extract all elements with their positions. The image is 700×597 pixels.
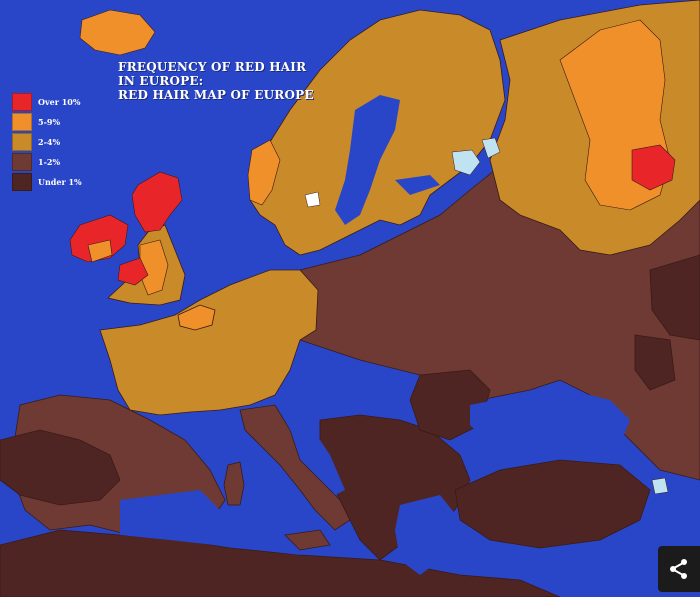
region-ireland	[69, 214, 129, 263]
region-sardinia	[223, 461, 245, 506]
region-benelux	[177, 304, 216, 331]
legend-label-under1: Under 1%	[38, 177, 82, 187]
region-russia-over10	[631, 144, 676, 191]
region-turkey	[454, 459, 651, 549]
legend-item-1to2: 1-2%	[12, 152, 82, 172]
region-norway-coast	[247, 139, 281, 206]
gulf-of-finland	[395, 175, 440, 195]
legend-swatch-1to2	[12, 153, 32, 171]
legend-label-over10: Over 10%	[38, 97, 81, 107]
map-title: FREQUENCY OF RED HAIR IN EUROPE: RED HAI…	[118, 60, 314, 102]
map-title-line3: RED HAIR MAP OF EUROPE	[118, 88, 314, 102]
region-caucasus	[634, 334, 676, 391]
region-sicily	[284, 529, 331, 551]
lake-vanern	[304, 191, 321, 208]
legend-swatch-5to9	[12, 113, 32, 131]
legend-swatch-over10	[12, 93, 32, 111]
adriatic-sea	[285, 420, 345, 495]
legend-item-5to9: 5-9%	[12, 112, 82, 132]
legend-label-1to2: 1-2%	[38, 157, 61, 167]
aegean-sea	[395, 495, 460, 575]
region-wales	[117, 257, 149, 286]
legend-swatch-under1	[12, 173, 32, 191]
legend-swatch-2to4	[12, 133, 32, 151]
map-title-line2: IN EUROPE:	[118, 74, 204, 88]
region-west-central	[99, 269, 319, 416]
legend-item-under1: Under 1%	[12, 172, 82, 192]
region-iberia-under1	[0, 429, 121, 506]
lake-ladoga	[451, 149, 481, 176]
region-north-africa	[0, 529, 561, 597]
legend-label-2to4: 2-4%	[38, 137, 61, 147]
lake-onega	[481, 137, 501, 159]
mediterranean-sea	[120, 490, 300, 555]
black-sea	[470, 390, 630, 455]
map-title-line1: FREQUENCY OF RED HAIR	[118, 60, 307, 74]
region-ireland-south	[87, 239, 113, 263]
baltic-sea	[335, 95, 400, 225]
legend-label-5to9: 5-9%	[38, 117, 61, 127]
share-button[interactable]	[658, 546, 700, 592]
region-east-under1	[649, 254, 700, 341]
legend: Over 10% 5-9% 2-4% 1-2% Under 1%	[12, 92, 82, 192]
region-iceland	[79, 9, 156, 56]
region-italy	[239, 404, 351, 531]
legend-item-over10: Over 10%	[12, 92, 82, 112]
region-scotland	[131, 171, 183, 233]
lake-caspian-shore	[651, 477, 669, 495]
share-icon	[670, 559, 687, 579]
legend-item-2to4: 2-4%	[12, 132, 82, 152]
